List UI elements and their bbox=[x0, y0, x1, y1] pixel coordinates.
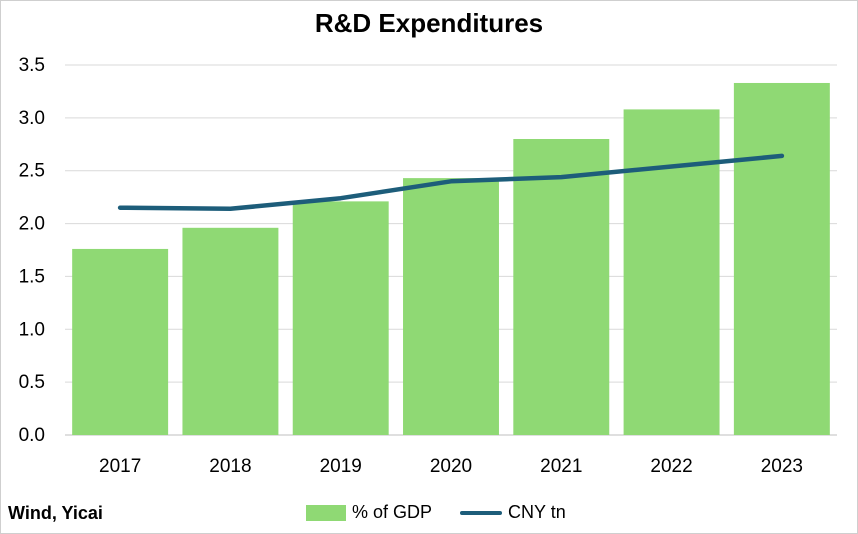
series-line bbox=[117, 153, 785, 212]
x-tick-label: 2018 bbox=[209, 456, 251, 477]
line-series bbox=[117, 153, 785, 212]
legend-swatch-line bbox=[460, 510, 503, 515]
y-tick-label: 3.0 bbox=[19, 108, 45, 129]
x-tick-label: 2019 bbox=[320, 456, 362, 477]
x-tick-label: 2021 bbox=[540, 456, 582, 477]
y-tick-label: 3.5 bbox=[19, 55, 45, 76]
x-tick-label: 2020 bbox=[430, 456, 472, 477]
legend-label-bar: % of GDP bbox=[352, 502, 433, 522]
legend-swatch-bar bbox=[306, 504, 346, 521]
y-tick-label: 2.0 bbox=[19, 214, 45, 235]
y-tick-label: 0.0 bbox=[19, 425, 45, 446]
bar bbox=[733, 82, 830, 435]
bar bbox=[513, 139, 610, 435]
legend-label-line: CNY tn bbox=[508, 502, 566, 522]
chart-title: R&D Expenditures bbox=[314, 8, 544, 38]
x-tick-label: 2023 bbox=[761, 456, 803, 477]
legend: % of GDP CNY tn bbox=[306, 502, 566, 523]
bar-series bbox=[72, 82, 830, 436]
bar bbox=[72, 248, 169, 435]
bar bbox=[292, 201, 389, 435]
x-tick-label: 2017 bbox=[99, 456, 141, 477]
x-axis-ticks: 2017 2018 2019 2020 2021 2022 2023 bbox=[99, 456, 803, 477]
x-tick-label: 2022 bbox=[650, 456, 692, 477]
bar bbox=[182, 227, 279, 435]
y-tick-label: 1.0 bbox=[19, 319, 45, 340]
y-tick-label: 0.5 bbox=[19, 372, 45, 393]
y-tick-label: 1.5 bbox=[19, 266, 45, 287]
bar bbox=[623, 109, 720, 436]
y-tick-label: 2.5 bbox=[19, 161, 45, 182]
y-axis-ticks: 0.0 0.5 1.0 1.5 2.0 2.5 3.0 3.5 bbox=[19, 55, 45, 446]
source-note: Wind, Yicai bbox=[8, 503, 103, 523]
bar bbox=[403, 178, 499, 435]
